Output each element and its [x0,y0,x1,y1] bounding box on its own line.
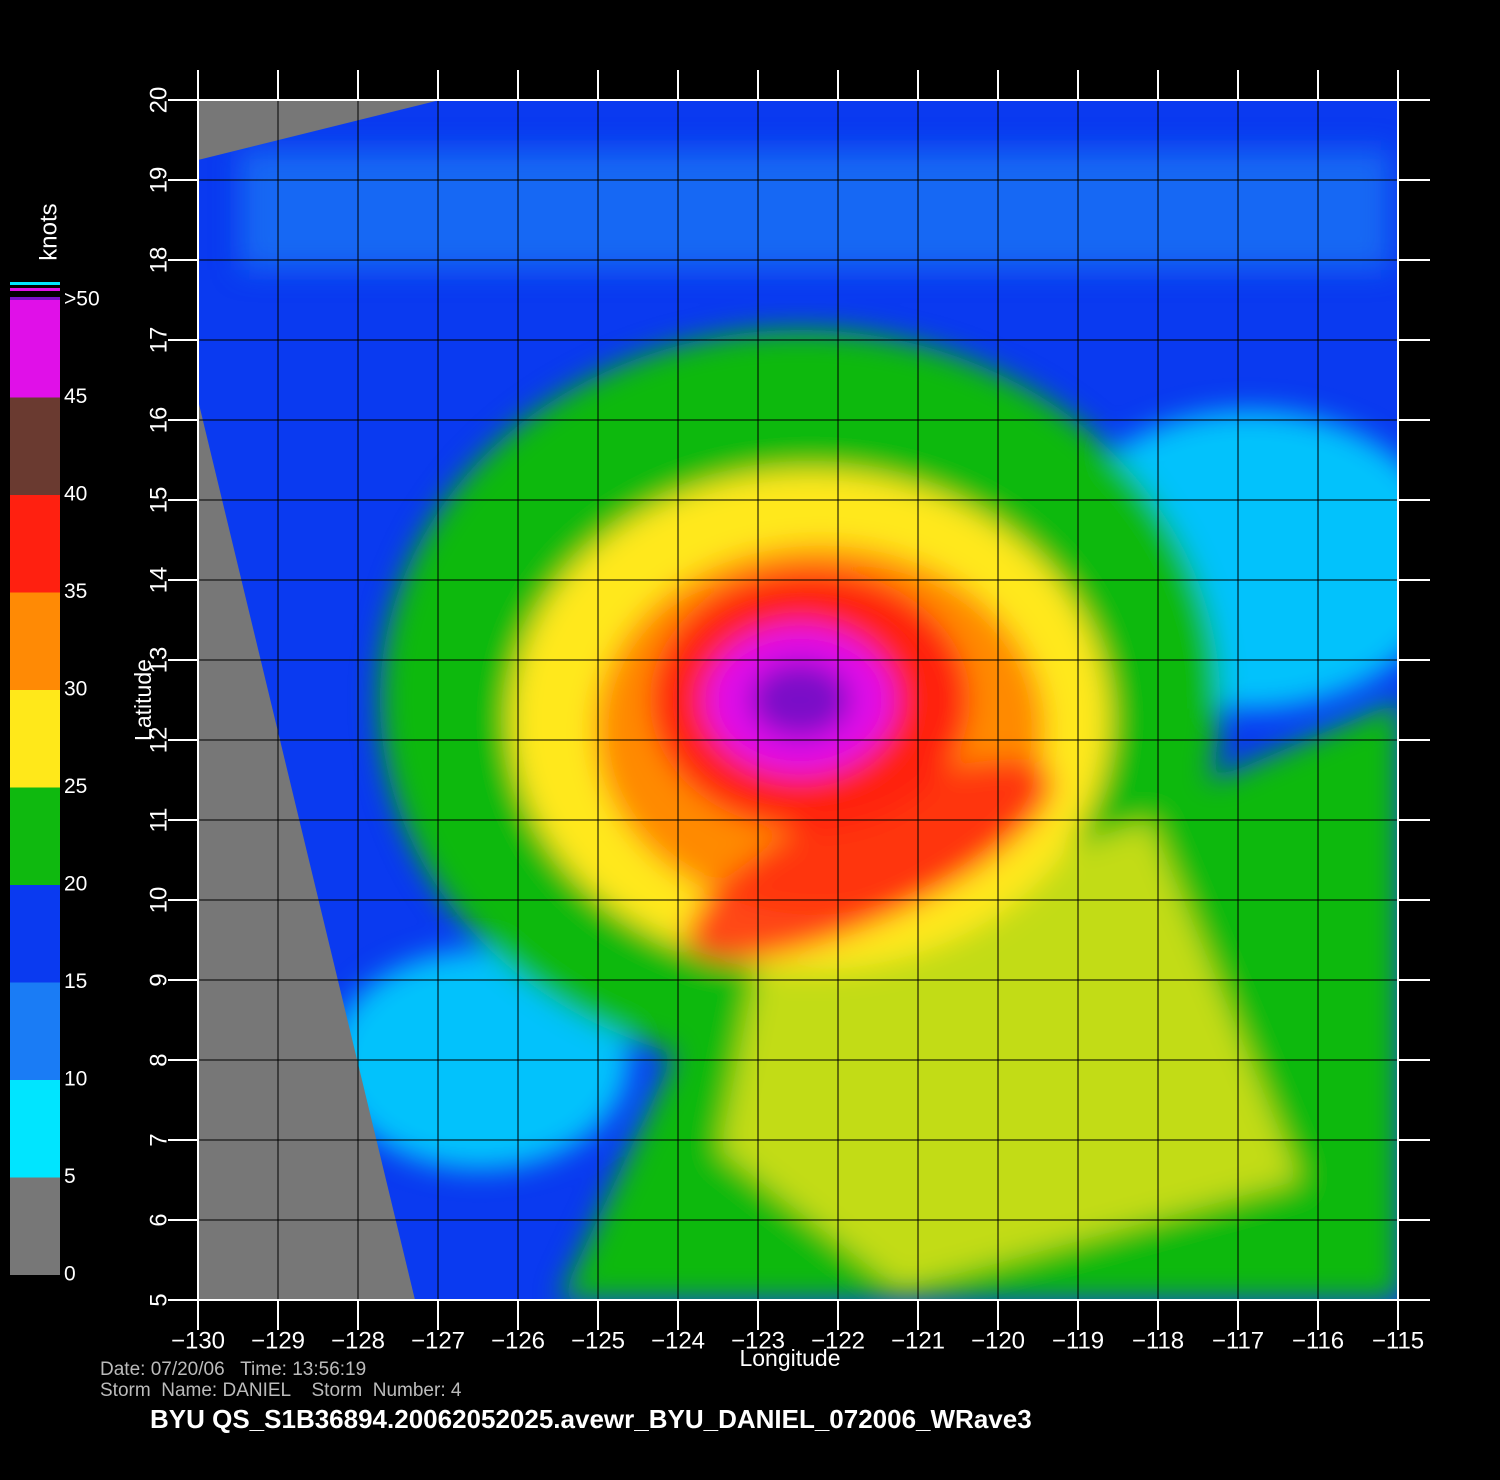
colorbar-tick-label: 40 [64,483,87,506]
y-tick-label: 6 [145,1213,172,1226]
x-tick-label: −126 [491,1327,545,1354]
colorbar-band [10,885,60,983]
colorbar-band [10,690,60,788]
colorbar-band [10,787,60,885]
colorbar-band [10,592,60,690]
wind-field [198,100,1398,1300]
x-tick-label: −127 [411,1327,465,1354]
x-tick-label: −125 [571,1327,625,1354]
y-tick-label: 16 [145,407,172,434]
colorbar-band [10,1177,60,1275]
colorbar-tick-label: 15 [64,970,87,993]
y-tick-label: 12 [145,727,172,754]
x-tick-label: −130 [171,1327,225,1354]
region [240,150,1390,270]
colorbar-tick-label: 30 [64,678,87,701]
x-tick-label: −124 [651,1327,705,1354]
x-tick-label: −129 [251,1327,305,1354]
colorbar-tick-label: 10 [64,1068,87,1091]
colorbar-tick-label: 0 [64,1263,76,1286]
y-tick-label: 13 [145,647,172,674]
x-tick-label: −128 [331,1327,385,1354]
colorbar-tick-label: 5 [64,1165,76,1188]
y-tick-label: 5 [145,1293,172,1306]
colorbar-stripe [10,288,60,291]
footer-title: BYU QS_S1B36894.20062052025.avewr_BYU_DA… [150,1404,1032,1434]
colorbar-tick-label: >50 [64,288,100,311]
y-tick-label: 14 [145,567,172,594]
y-axis-label: Latitude [130,659,156,741]
region [686,759,1054,961]
colorbar-band [10,300,60,398]
x-axis-label: Longitude [739,1345,840,1371]
x-tick-label: −123 [731,1327,785,1354]
footer-date: Date: 07/20/06 Time: 13:56:19 [100,1359,366,1380]
y-tick-label: 17 [145,327,172,354]
colorbar-band [10,1080,60,1178]
plot-frame [197,99,1399,1301]
colorbar-tick-label: 35 [64,580,87,603]
x-tick-label: −119 [1052,1327,1104,1354]
x-tick-label: −118 [1132,1327,1184,1354]
y-tick-label: 11 [145,808,172,833]
colorbar-band [10,397,60,495]
y-tick-label: 8 [145,1053,172,1066]
y-tick-label: 20 [145,87,172,114]
colorbar-tick-label: 20 [64,873,87,896]
swath-gap [198,400,415,1300]
x-tick-label: −115 [1372,1327,1424,1354]
y-tick-label: 9 [145,973,172,986]
x-tick-label: −121 [891,1327,945,1354]
x-tick-label: −120 [971,1327,1025,1354]
y-tick-label: 7 [145,1133,172,1146]
y-tick-label: 10 [145,887,172,914]
colorbar-tick-label: 45 [64,385,87,408]
colorbar-band [10,297,60,300]
x-tick-label: −116 [1292,1327,1344,1354]
wind-blobs [240,150,1398,1300]
colorbar-label: knots [35,203,62,260]
y-tick-label: 19 [145,167,172,194]
swath-gap [198,100,440,160]
x-tick-label: −117 [1212,1327,1264,1354]
colorbar-band [10,495,60,593]
y-tick-label: 18 [145,247,172,274]
colorbar-band [10,982,60,1080]
x-tick-label: −122 [811,1327,865,1354]
y-tick-label: 15 [145,487,172,514]
colorbar-stripe [10,282,60,285]
colorbar-tick-label: 25 [64,775,87,798]
region [750,662,850,738]
footer-storm: Storm Name: DANIEL Storm Number: 4 [100,1380,462,1401]
